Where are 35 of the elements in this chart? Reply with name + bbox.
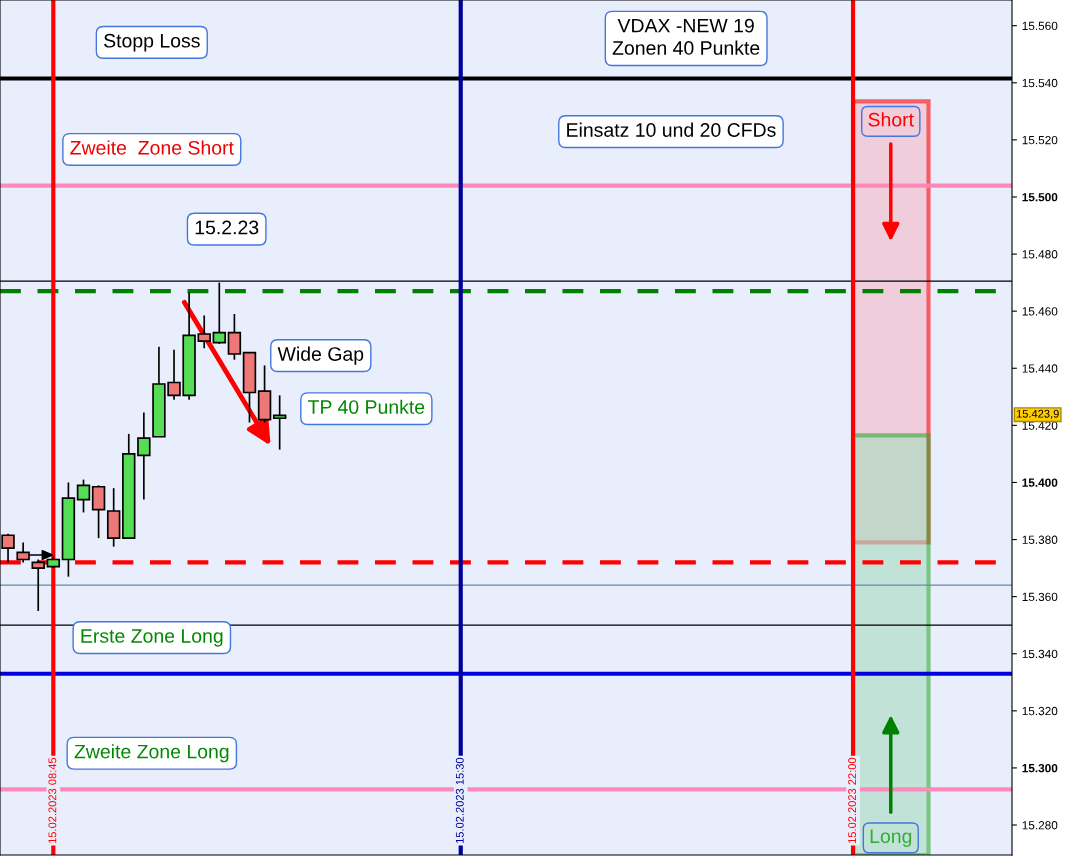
y-tick-label: 15.400	[1022, 478, 1058, 487]
y-tick-label: 15.480	[1022, 250, 1058, 259]
ref-line-label: Stopp Loss	[104, 33, 200, 52]
band-label: Short	[868, 112, 914, 127]
annotation: VDAX -NEW 19 Zonen 40 Punkte	[612, 18, 760, 55]
y-tick-label: 15.280	[1022, 821, 1058, 830]
y-tick-label: 15.420	[1022, 421, 1058, 430]
y-tick-label: 15.440	[1022, 364, 1058, 373]
candlestick	[91, 484, 106, 539]
y-tick-label: 15.380	[1022, 535, 1058, 544]
candlestick	[76, 478, 91, 514]
x-tick-label: 15.02.2023 08:45	[48, 757, 57, 844]
y-tick-label: 15.520	[1022, 135, 1058, 145]
y-tick-label: 15.320	[1022, 706, 1058, 716]
x-tick-label: 15.02.2023 15:30	[455, 757, 464, 844]
y-tick-label: 15.340	[1022, 649, 1058, 659]
x-tick-label: 15.02.2023 22:00	[848, 757, 857, 844]
annotation: Wide Gap	[277, 346, 364, 365]
ref-line-label: Erste Zone Long	[81, 629, 223, 647]
y-tick-label: 15.360	[1022, 592, 1058, 602]
y-tick-label: 15.500	[1022, 193, 1058, 202]
ref-line-label: Zweite Zone Long	[74, 744, 229, 763]
annotation: 15.2.23	[195, 220, 259, 235]
candlestick	[31, 558, 45, 612]
candlestick	[272, 394, 287, 451]
annotation: TP 40 Punkte	[308, 399, 425, 414]
band-label: Long	[870, 829, 912, 847]
y-tick-label: 15.560	[1022, 21, 1058, 31]
text: 15.423,9	[1016, 409, 1059, 419]
candlestick	[227, 313, 242, 361]
annotation: Einsatz 10 und 20 CFDs	[567, 122, 776, 137]
y-tick-label: 15.540	[1022, 78, 1058, 88]
y-tick-label: 15.300	[1022, 763, 1058, 773]
ref-line-label: Zweite Zone Short	[70, 140, 234, 155]
y-tick-label: 15.460	[1022, 307, 1058, 316]
